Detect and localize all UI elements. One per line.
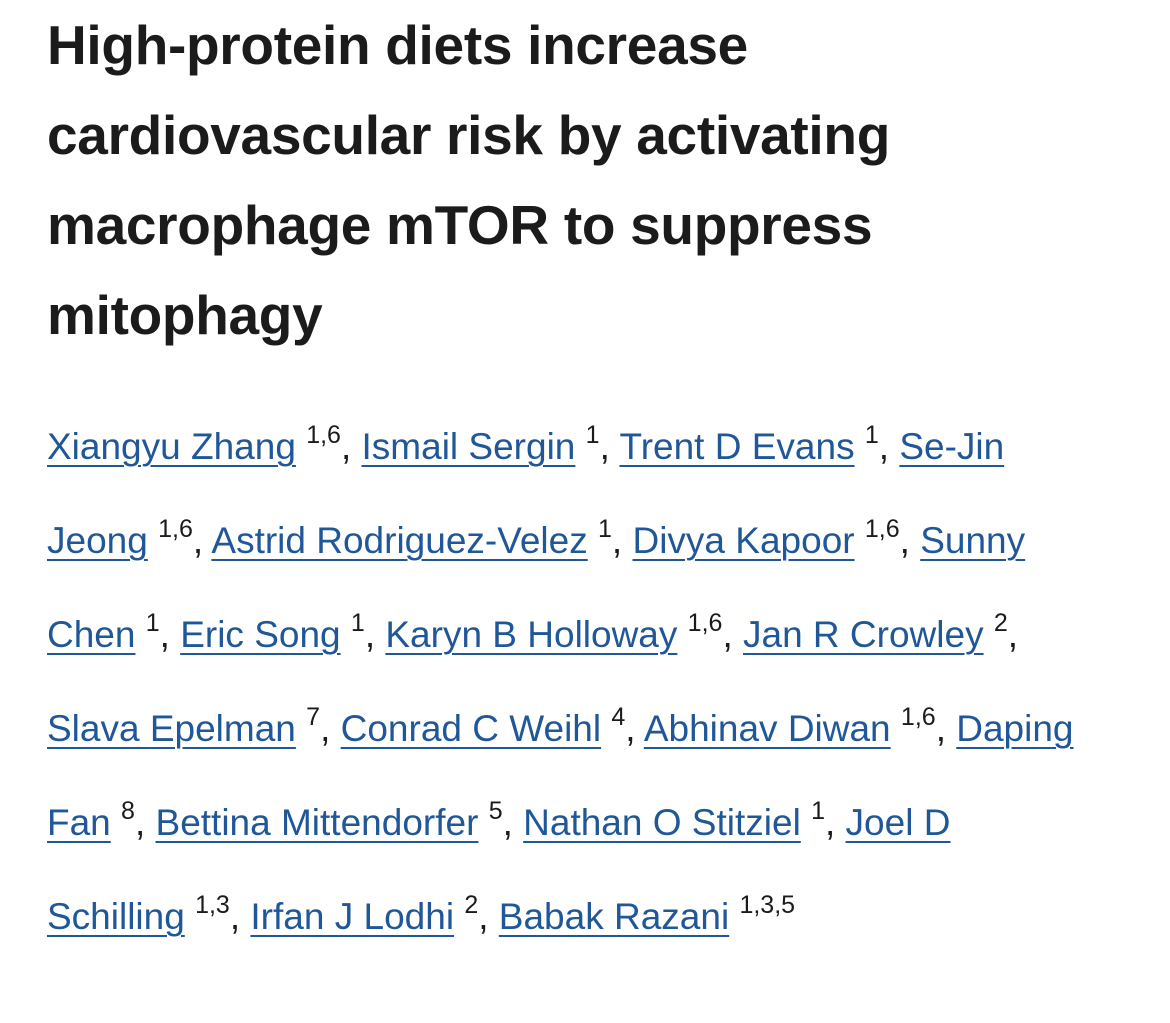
separator: , [824,802,836,843]
author-link[interactable]: Abhinav Diwan [643,708,891,749]
author-link[interactable]: Astrid Rodriguez-Velez [211,520,588,561]
article-header: High-protein diets increase cardiovascul… [47,0,1127,966]
separator: , [899,520,910,561]
affiliation: 2 [464,891,479,919]
author-link[interactable]: Bettina Mittendorfer [155,802,479,843]
separator: , [192,520,204,561]
author-link[interactable]: Daping Fan [47,708,1074,843]
author-link[interactable]: Xiangyu Zhang [47,426,296,467]
author-link[interactable]: Divya Kapoor [632,520,855,561]
separator: , [935,708,946,749]
affiliation: 5 [488,797,503,825]
author-link[interactable]: Nathan O Stitziel [523,802,801,843]
author-link[interactable]: Ismail Sergin [361,426,576,467]
separator: , [159,614,170,655]
affiliation: 4 [611,703,626,731]
author-link[interactable]: Trent D Evans [619,426,855,467]
separator: , [1007,614,1019,655]
affiliation: 1 [585,421,600,449]
affiliation: 1,6 [158,515,193,543]
affiliation: 1,6 [864,515,900,543]
affiliation: 1 [350,609,365,637]
author-link[interactable]: Eric Song [180,614,341,655]
author-link[interactable]: Karyn B Holloway [385,614,678,655]
separator: , [320,708,331,749]
separator: , [478,896,489,937]
separator: , [364,614,376,655]
separator: , [599,426,610,467]
separator: , [229,896,241,937]
affiliation: 2 [993,609,1008,637]
author-link[interactable]: Irfan J Lodhi [250,896,455,937]
separator: , [722,614,733,655]
article-title: High-protein diets increase cardiovascul… [47,14,891,346]
author-link[interactable]: Babak Razani [498,896,730,937]
affiliation: 1,6 [900,703,936,731]
author-list: Xiangyu Zhang 1,6, Ismail Sergin 1, Tren… [47,402,1107,966]
affiliation: 1 [145,609,160,637]
affiliation: 1 [598,515,612,543]
affiliation: 1 [811,797,825,825]
author-link[interactable]: Jan R Crowley [743,614,984,655]
separator: , [611,520,623,561]
separator: , [625,708,636,749]
affiliation: 1,3 [195,891,230,919]
separator: , [878,426,890,467]
affiliation: 1,3,5 [739,891,796,919]
author-link[interactable]: Sunny Chen [47,520,1026,655]
separator: , [134,802,146,843]
author-link[interactable]: Se-Jin Jeong [47,426,1005,561]
affiliation: 8 [121,797,135,825]
affiliation: 7 [306,703,321,731]
separator: , [340,426,352,467]
affiliation: 1 [864,421,879,449]
author-link[interactable]: Joel D Schilling [47,802,951,937]
author-link[interactable]: Slava Epelman [47,708,296,749]
author-link[interactable]: Conrad C Weihl [340,708,602,749]
separator: , [502,802,513,843]
affiliation: 1,6 [687,609,723,637]
affiliation: 1,6 [306,421,341,449]
